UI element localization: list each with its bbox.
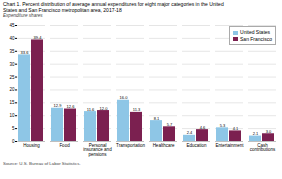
svg-text:11.6: 11.6	[87, 107, 95, 112]
svg-text:8.1: 8.1	[154, 116, 160, 121]
svg-text:12.0: 12.0	[100, 106, 109, 111]
svg-text:5: 5	[12, 126, 15, 131]
svg-text:0: 0	[12, 139, 15, 144]
svg-text:4.1: 4.1	[233, 126, 239, 131]
svg-text:10: 10	[9, 113, 15, 118]
svg-text:12.6: 12.6	[67, 104, 76, 109]
svg-text:45: 45	[9, 23, 15, 28]
svg-text:20: 20	[9, 87, 15, 92]
svg-text:11.3: 11.3	[133, 107, 141, 112]
svg-text:15: 15	[9, 100, 15, 105]
svg-text:25: 25	[9, 74, 15, 79]
svg-text:Cashcontributions: Cashcontributions	[250, 143, 276, 153]
html-text:United States: United States	[240, 29, 271, 35]
svg-text:Education: Education	[186, 143, 207, 148]
svg-text:4.6: 4.6	[200, 125, 206, 130]
svg-text:39.4: 39.4	[34, 35, 43, 40]
svg-text:40: 40	[9, 36, 15, 41]
html-text:Expenditure shares: Expenditure shares	[3, 13, 43, 18]
svg-text:12.9: 12.9	[54, 103, 63, 108]
html-text:San Francisco: San Francisco	[240, 35, 272, 42]
html-text:Source: U.S. Bureau of Labor S: Source: U.S. Bureau of Labor Statistics.	[3, 161, 81, 166]
svg-text:30: 30	[9, 62, 15, 67]
svg-text:Healthcare: Healthcare	[153, 143, 175, 148]
svg-text:Entertainment: Entertainment	[215, 143, 244, 148]
svg-text:2.1: 2.1	[253, 131, 259, 136]
svg-text:Personalinsurance andpensions: Personalinsurance andpensions	[83, 143, 112, 157]
svg-text:2.4: 2.4	[187, 130, 193, 135]
svg-text:35: 35	[9, 49, 15, 54]
svg-text:Food: Food	[59, 143, 70, 148]
svg-text:16.0: 16.0	[120, 95, 129, 100]
html-text:Chart 1. Percent distribution: Chart 1. Percent distribution of average…	[3, 1, 224, 13]
svg-text:3.0: 3.0	[266, 129, 272, 134]
svg-text:Transportation: Transportation	[116, 143, 145, 148]
svg-text:33.6: 33.6	[21, 50, 30, 55]
svg-text:5.7: 5.7	[167, 122, 173, 127]
svg-text:Housing: Housing	[23, 143, 40, 148]
svg-text:5.3: 5.3	[220, 123, 226, 128]
